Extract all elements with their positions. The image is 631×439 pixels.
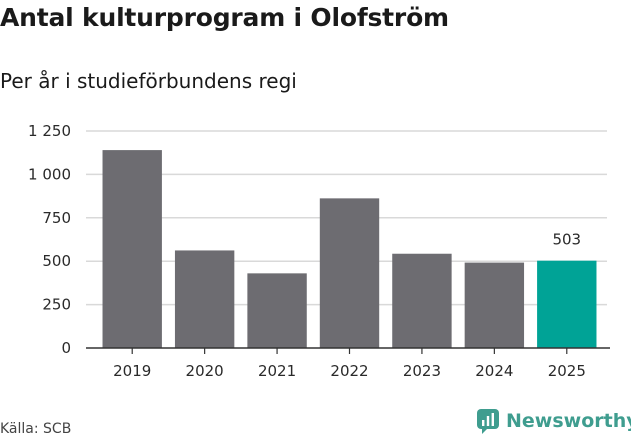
x-tick-label: 2019 — [113, 362, 151, 380]
x-tick-label: 2024 — [475, 362, 513, 380]
x-tick-label: 2021 — [258, 362, 296, 380]
y-tick-label: 0 — [61, 339, 71, 357]
x-tick-label: 2022 — [330, 362, 368, 380]
bar — [174, 250, 235, 348]
y-tick-label: 500 — [42, 252, 71, 270]
x-axis-ticks: 2019 2020 2021 2022 2023 2024 2025 — [113, 348, 586, 380]
bar-highlight — [537, 260, 597, 348]
y-tick-label: 1 000 — [28, 165, 71, 183]
bar-chart: 0 250 500 750 1 000 1 250 2019 2020 2021 2022 202… — [28, 122, 610, 380]
bar — [319, 198, 380, 348]
brand-logo[interactable]: Newsworthy — [476, 408, 631, 434]
x-tick-label: 2020 — [186, 362, 224, 380]
bar — [392, 253, 452, 348]
data-label: 503 — [552, 231, 581, 249]
chart-subtitle: Per år i studieförbundens regi — [0, 69, 297, 93]
data-labels: 503 — [552, 231, 581, 249]
y-axis-ticks: 0 250 500 750 1 000 1 250 — [28, 122, 71, 357]
x-tick-label: 2025 — [548, 362, 586, 380]
x-tick-label: 2023 — [403, 362, 441, 380]
chart-title: Antal kulturprogram i Olofström — [0, 3, 449, 32]
bar — [247, 273, 307, 348]
bar — [464, 262, 525, 348]
newsworthy-logo-icon — [477, 409, 499, 434]
source-note: Källa: SCB — [0, 421, 72, 437]
bars — [102, 150, 597, 348]
y-tick-label: 250 — [42, 296, 71, 314]
brand-name: Newsworthy — [506, 410, 631, 432]
y-tick-label: 750 — [42, 209, 71, 227]
bar — [102, 150, 162, 348]
y-tick-label: 1 250 — [28, 122, 71, 140]
